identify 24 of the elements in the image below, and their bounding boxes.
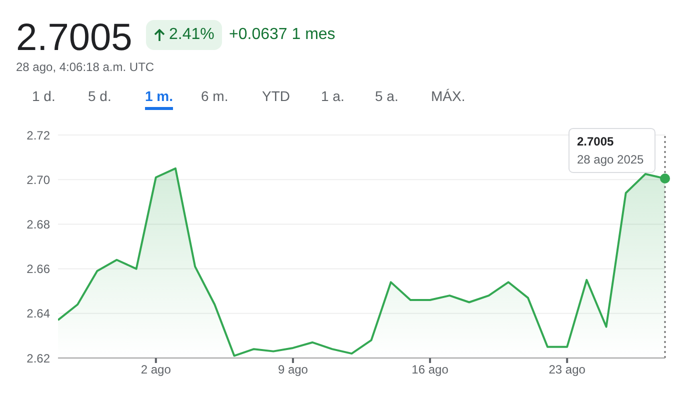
- text: 5 a.: [375, 88, 398, 106]
- x-tick-label: 23 ago: [548, 362, 586, 377]
- chart-subtitle: 28 ago, 4:06:18 a.m. UTC: [16, 60, 154, 74]
- y-tick-label: 2.62: [26, 351, 50, 366]
- annotation: 28 ago 2025: [577, 152, 644, 166]
- y-tick-label: 2.72: [26, 128, 50, 142]
- text: 1 m.: [145, 88, 174, 110]
- text: YTD: [262, 88, 290, 106]
- y-tick-label: 2.64: [26, 306, 50, 321]
- y-tick-label: 2.66: [26, 262, 50, 276]
- text: 2.41%: [169, 26, 214, 44]
- text: 1 a.: [321, 88, 344, 106]
- text: MÁX.: [431, 88, 466, 106]
- text: +0.0637 1 mes: [229, 26, 336, 44]
- text: 1 d.: [32, 88, 56, 106]
- x-tick-label: 2 ago: [140, 362, 172, 377]
- x-tick-label: 9 ago: [278, 362, 308, 377]
- text: 6 m.: [201, 88, 228, 106]
- chart-title: 2.7005: [577, 134, 614, 148]
- y-tick-label: 2.68: [26, 217, 50, 232]
- text: 5 d.: [88, 88, 112, 106]
- text: 2.7005: [16, 17, 132, 59]
- y-tick-label: 2.70: [26, 172, 50, 187]
- x-tick-label: 16 ago: [412, 362, 449, 377]
